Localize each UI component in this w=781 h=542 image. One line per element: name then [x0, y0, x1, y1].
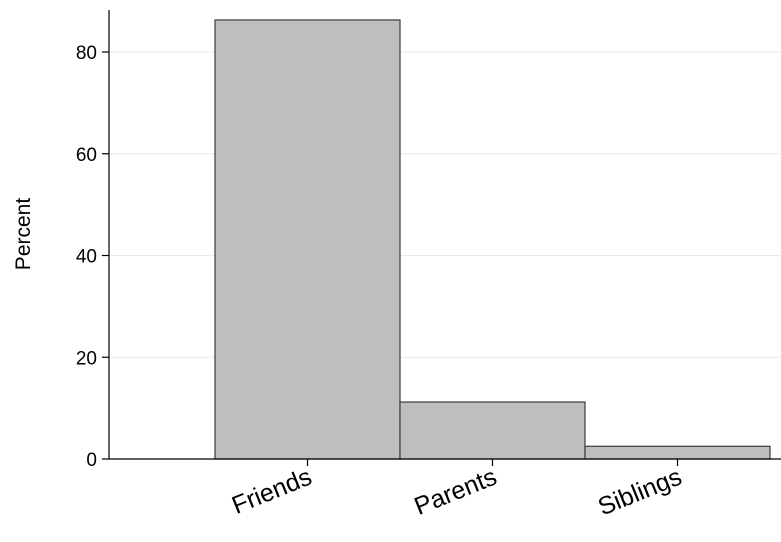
grid-lines: [109, 51, 781, 358]
x-tick-label-parents: Parents: [410, 463, 500, 521]
y-tick-label: 80: [76, 43, 97, 64]
bar-siblings: [584, 445, 771, 460]
x-tick-label-siblings: Siblings: [594, 463, 686, 522]
y-tick-label: 20: [76, 348, 97, 369]
x-tick-label-friends: Friends: [228, 463, 316, 520]
y-tick-label: 60: [76, 145, 97, 166]
x-ticks: Friends Parents Siblings: [228, 459, 686, 521]
y-ticks: 0 20 40 60 80: [76, 43, 109, 471]
bar-parents: [399, 401, 586, 460]
bars: [214, 19, 771, 460]
y-tick-label: 40: [76, 247, 97, 268]
bar-friends: [214, 19, 401, 460]
y-tick-label: 0: [86, 450, 97, 471]
y-axis-title: Percent: [12, 198, 35, 271]
